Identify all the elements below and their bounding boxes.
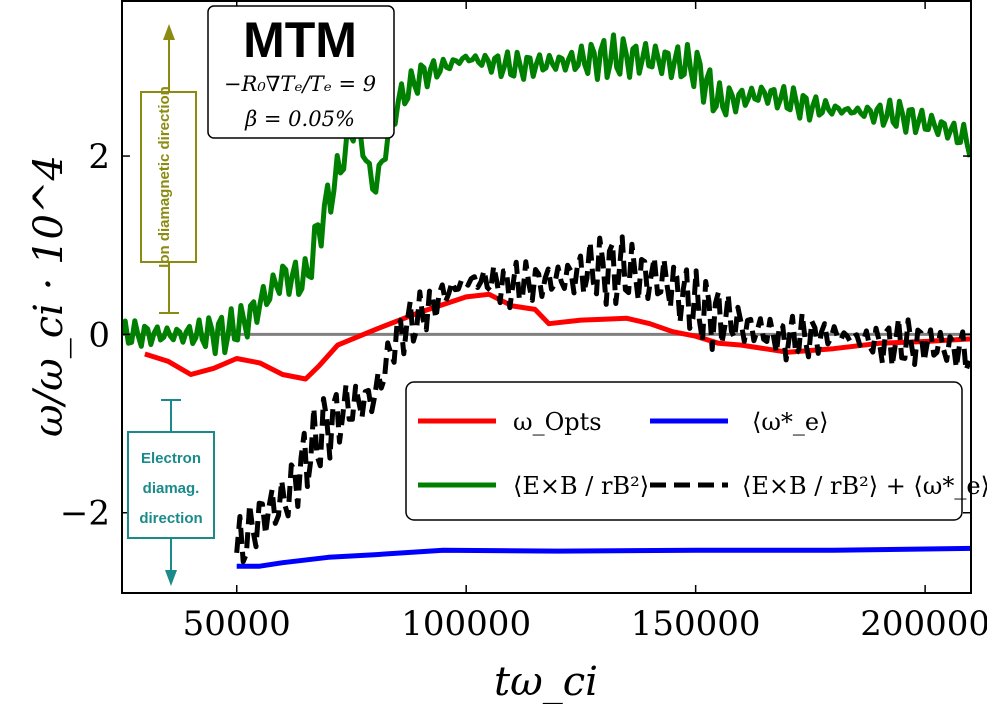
axes-layer: 50000 100000 150000 200000 −2 0 2: [60, 0, 987, 644]
electron-label-line2: diamag.: [143, 480, 200, 497]
y-tick-label: −2: [60, 494, 110, 534]
series-line-3: [234, 234, 971, 565]
electron-label-line3: direction: [139, 510, 202, 527]
series-line-2: [122, 32, 971, 357]
y-tick-label: 2: [88, 137, 110, 177]
electron-label-line1: Electron: [141, 450, 201, 467]
legend-label-omega-opts: ω_Opts: [513, 408, 602, 436]
x-tick-label: 150000: [631, 604, 761, 644]
box-title: MTM: [243, 12, 357, 68]
series-line-0: [144, 291, 971, 382]
y-tick-label: 0: [88, 315, 110, 355]
parameter-box: MTM −R₀∇Tₑ/Tₑ = 9 β = 0.05%: [207, 5, 395, 139]
x-axis-label: tω_ci: [494, 659, 598, 704]
x-tick-label: 100000: [401, 604, 531, 644]
plot-frame: [121, 0, 972, 594]
series-line-1: [236, 545, 971, 569]
legend: ω_Opts ⟨ω*_e⟩ ⟨E×B / rB²⟩ ⟨E×B / rB²⟩ + …: [405, 381, 987, 521]
legend-label-exb-plus-star: ⟨E×B / rB²⟩ + ⟨ω*_e⟩: [742, 472, 987, 500]
ion-direction-label: Ion diamagnetic direction: [156, 86, 173, 268]
box-gradient-text: −R₀∇Tₑ/Tₑ = 9: [224, 72, 376, 96]
series-layer: [122, 32, 971, 569]
y-axis-label: ω/ω_ci · 10^4: [26, 155, 72, 437]
x-tick-label: 50000: [183, 604, 291, 644]
electron-direction-arrow: Electron diamag. direction: [127, 399, 215, 586]
x-tick-label: 200000: [860, 604, 987, 644]
legend-label-omega-star: ⟨ω*_e⟩: [752, 408, 829, 436]
ion-direction-arrow: Ion diamagnetic direction: [140, 24, 197, 314]
legend-label-exb: ⟨E×B / rB²⟩: [513, 472, 649, 500]
box-beta-text: β = 0.05%: [244, 107, 355, 131]
